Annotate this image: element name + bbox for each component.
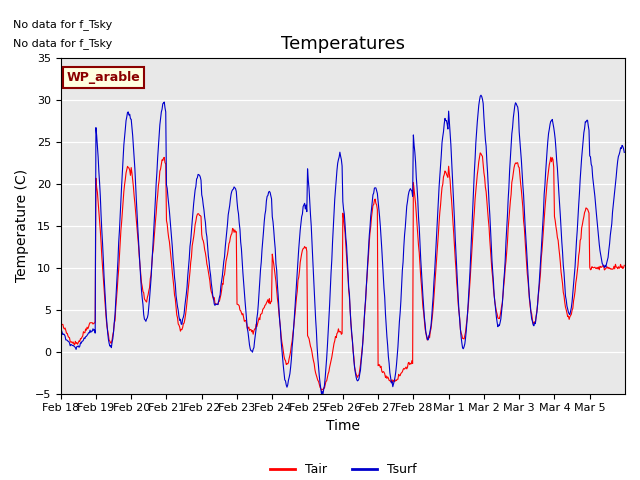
Tair <box>317 387 325 393</box>
Tair <box>57 320 65 326</box>
Tsurf <box>227 196 234 202</box>
Tsurf <box>319 391 327 397</box>
Tair <box>123 167 131 173</box>
Tair <box>620 263 628 268</box>
Tsurf <box>57 330 65 336</box>
Text: WP_arable: WP_arable <box>67 71 140 84</box>
X-axis label: Time: Time <box>326 419 360 433</box>
Line: Tair: Tair <box>61 153 624 390</box>
Tair <box>433 252 441 258</box>
Tsurf <box>433 227 441 232</box>
Title: Temperatures: Temperatures <box>281 35 405 53</box>
Tair <box>276 317 284 323</box>
Tair <box>227 234 234 240</box>
Tsurf <box>620 150 628 156</box>
Legend: Tair, Tsurf: Tair, Tsurf <box>264 458 421 480</box>
Tsurf <box>276 317 284 323</box>
Text: No data for f_Tsky: No data for f_Tsky <box>13 38 112 49</box>
Text: No data for f_Tsky: No data for f_Tsky <box>13 19 112 30</box>
Tsurf <box>477 92 485 98</box>
Line: Tsurf: Tsurf <box>61 95 624 394</box>
Tsurf <box>401 224 409 230</box>
Tsurf <box>255 301 262 307</box>
Tair <box>476 150 484 156</box>
Tsurf <box>123 114 131 120</box>
Tair <box>255 319 262 324</box>
Tair <box>401 365 409 371</box>
Y-axis label: Temperature (C): Temperature (C) <box>15 169 29 282</box>
